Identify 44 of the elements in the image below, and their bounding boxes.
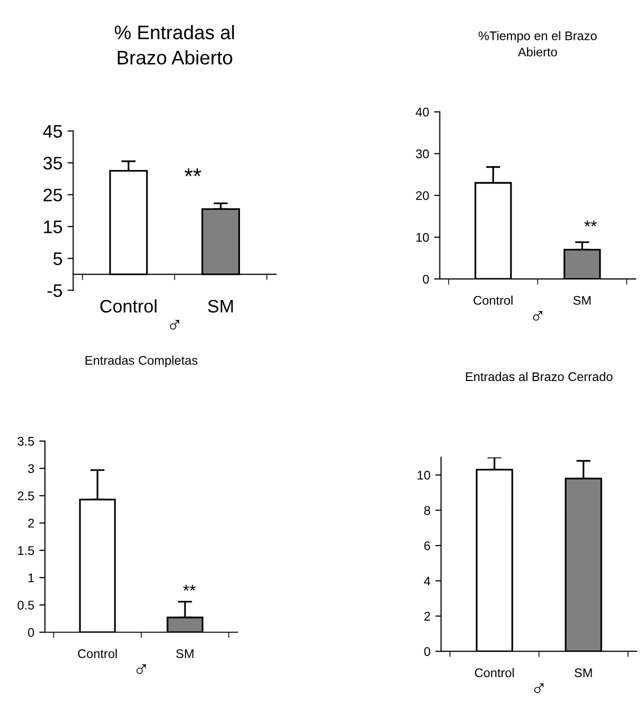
x-tick-label: SM xyxy=(573,296,591,305)
y-tick-label: 2 xyxy=(28,518,34,528)
y-tick-label: 5 xyxy=(53,252,62,266)
chart-title: Entradas al Brazo Cerrado xyxy=(466,372,612,382)
y-tick-label: 0.5 xyxy=(18,600,34,610)
chart-title: % Entradas al Brazo Abierto xyxy=(114,25,234,65)
x-tick-label: SM xyxy=(574,668,592,678)
x-axis-title: ♂ xyxy=(136,664,146,674)
x-tick-label: Control xyxy=(474,296,512,305)
chart-title: %Tiempo en el Brazo Abierto xyxy=(478,31,597,56)
x-tick-label: Control xyxy=(78,648,117,658)
x-tick-label: SM xyxy=(208,300,233,313)
y-tick-label: 10 xyxy=(418,470,430,480)
y-tick-label: 25 xyxy=(44,188,62,202)
y-tick-label: 45 xyxy=(43,125,62,138)
y-tick-label: 4 xyxy=(424,576,430,586)
x-tick-label: SM xyxy=(176,649,194,658)
y-tick-label: 1 xyxy=(28,574,34,582)
y-tick-label: 0 xyxy=(424,647,430,656)
x-axis-title: ♂ xyxy=(533,310,542,321)
y-tick-label: 2.5 xyxy=(18,492,34,500)
y-tick-label: 10 xyxy=(416,232,429,242)
y-tick-label: 3 xyxy=(28,464,34,474)
y-tick-label: 15 xyxy=(44,220,62,234)
y-tick-label: -5 xyxy=(48,284,62,297)
x-tick-label: Control xyxy=(100,299,156,313)
y-tick-label: 0 xyxy=(422,274,429,284)
y-tick-label: 20 xyxy=(416,191,429,200)
annotation: ** xyxy=(183,584,196,591)
y-tick-label: 1.5 xyxy=(18,546,34,555)
annotation: ** xyxy=(184,168,202,176)
y-tick-label: 30 xyxy=(416,149,429,158)
y-tick-label: 2 xyxy=(424,612,430,621)
y-tick-label: 6 xyxy=(424,541,430,550)
y-tick-label: 35 xyxy=(43,156,62,170)
x-tick-label: Control xyxy=(474,668,514,678)
x-axis-title: ♂ xyxy=(170,320,180,330)
y-tick-label: 0 xyxy=(28,628,34,637)
chart-title: Entradas Completas xyxy=(86,356,198,368)
y-tick-label: 40 xyxy=(416,108,429,117)
y-tick-label: 3.5 xyxy=(18,436,34,446)
x-axis-title: ♂ xyxy=(534,683,544,694)
annotation: ** xyxy=(584,220,597,226)
y-tick-label: 8 xyxy=(424,506,430,515)
